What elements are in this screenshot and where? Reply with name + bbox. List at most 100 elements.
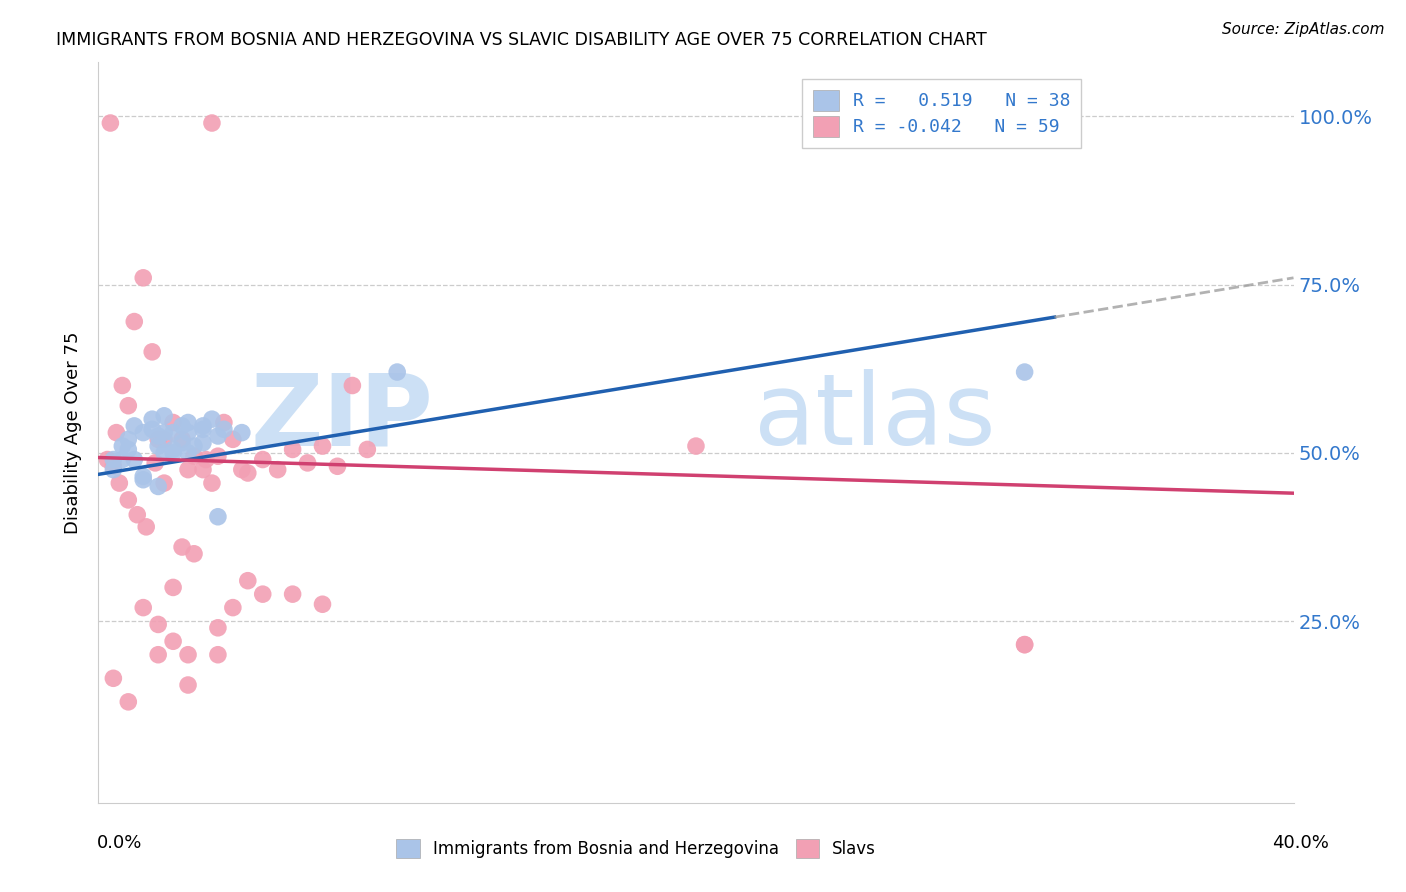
Point — [385, 365, 409, 379]
Point — [1014, 638, 1036, 652]
Point — [153, 476, 176, 491]
Point — [117, 695, 139, 709]
Point — [207, 449, 229, 463]
Point — [148, 648, 170, 662]
Text: ZIP: ZIP — [250, 369, 433, 467]
Point — [132, 469, 155, 483]
Point — [148, 479, 170, 493]
Point — [162, 425, 184, 440]
Point — [177, 462, 200, 476]
Point — [162, 581, 184, 595]
Point — [148, 439, 170, 453]
Point — [141, 412, 163, 426]
Point — [148, 433, 170, 447]
Point — [207, 509, 229, 524]
Point — [153, 425, 176, 440]
Point — [207, 648, 229, 662]
Point — [311, 597, 333, 611]
Point — [135, 520, 157, 534]
Point — [1014, 638, 1036, 652]
Point — [201, 476, 224, 491]
Point — [162, 442, 184, 457]
Point — [177, 425, 200, 440]
Text: IMMIGRANTS FROM BOSNIA AND HERZEGOVINA VS SLAVIC DISABILITY AGE OVER 75 CORRELAT: IMMIGRANTS FROM BOSNIA AND HERZEGOVINA V… — [56, 31, 987, 49]
Y-axis label: Disability Age Over 75: Disability Age Over 75 — [65, 331, 83, 534]
Point — [236, 466, 259, 480]
Point — [326, 459, 349, 474]
Point — [212, 416, 235, 430]
Point — [212, 422, 235, 436]
Point — [111, 439, 134, 453]
Text: 0.0%: 0.0% — [97, 834, 142, 852]
Point — [172, 433, 194, 447]
Point — [103, 462, 125, 476]
Point — [685, 439, 707, 453]
Point — [132, 270, 155, 285]
Point — [191, 422, 214, 436]
Point — [356, 442, 378, 457]
Point — [124, 452, 146, 467]
Point — [252, 587, 274, 601]
Point — [297, 456, 319, 470]
Text: 40.0%: 40.0% — [1272, 834, 1329, 852]
Point — [281, 442, 304, 457]
Point — [117, 492, 139, 507]
Point — [103, 671, 125, 685]
Point — [252, 452, 274, 467]
Point — [183, 449, 205, 463]
Point — [207, 621, 229, 635]
Point — [236, 574, 259, 588]
Point — [207, 429, 229, 443]
Point — [183, 547, 205, 561]
Point — [267, 462, 290, 476]
Point — [132, 600, 155, 615]
Point — [96, 452, 118, 467]
Point — [172, 540, 194, 554]
Point — [172, 418, 194, 433]
Point — [103, 452, 125, 467]
Point — [143, 456, 166, 470]
Point — [162, 446, 184, 460]
Point — [177, 648, 200, 662]
Point — [141, 422, 163, 436]
Point — [177, 678, 200, 692]
Point — [153, 409, 176, 423]
Point — [177, 416, 200, 430]
Point — [222, 600, 245, 615]
Point — [311, 439, 333, 453]
Point — [1014, 365, 1036, 379]
Point — [132, 473, 155, 487]
Point — [162, 416, 184, 430]
Point — [153, 446, 176, 460]
Point — [124, 315, 146, 329]
Point — [172, 435, 194, 450]
Point — [111, 378, 134, 392]
Point — [191, 462, 214, 476]
Point — [108, 476, 131, 491]
Legend: Immigrants from Bosnia and Herzegovina, Slavs: Immigrants from Bosnia and Herzegovina, … — [389, 832, 883, 865]
Point — [177, 446, 200, 460]
Point — [231, 425, 253, 440]
Point — [103, 459, 125, 474]
Point — [124, 418, 146, 433]
Point — [141, 344, 163, 359]
Point — [117, 433, 139, 447]
Point — [201, 116, 224, 130]
Point — [195, 452, 218, 467]
Text: Source: ZipAtlas.com: Source: ZipAtlas.com — [1222, 22, 1385, 37]
Point — [148, 617, 170, 632]
Point — [127, 508, 149, 522]
Point — [191, 435, 214, 450]
Point — [98, 116, 122, 130]
Point — [132, 425, 155, 440]
Text: atlas: atlas — [755, 369, 995, 467]
Point — [201, 412, 224, 426]
Point — [231, 462, 253, 476]
Point — [105, 425, 128, 440]
Point — [111, 452, 134, 467]
Point — [117, 399, 139, 413]
Point — [342, 378, 364, 392]
Point — [191, 418, 214, 433]
Point — [153, 433, 176, 447]
Point — [222, 433, 245, 447]
